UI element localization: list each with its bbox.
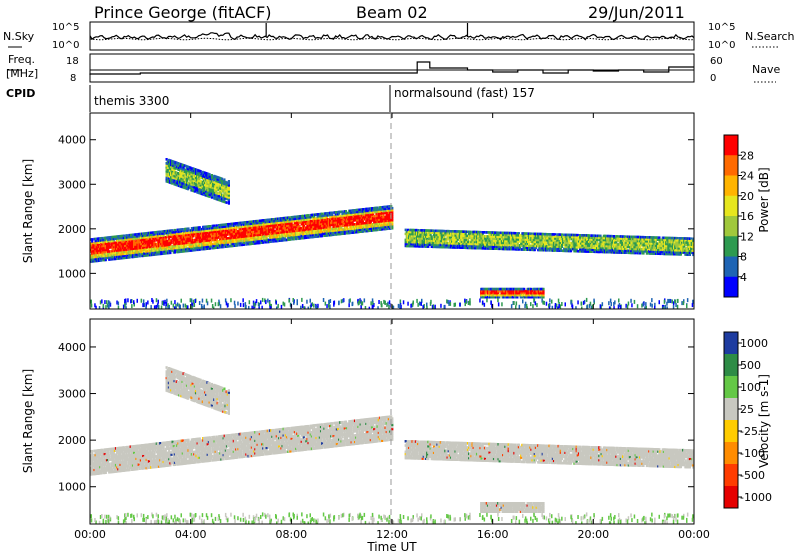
colorbar-tick: 12	[740, 230, 754, 243]
x-tick-label: 16:00	[477, 528, 509, 541]
freq-tick-8: 8	[70, 73, 76, 84]
x-tick-label: 08:00	[275, 528, 307, 541]
date-label: 29/Jun/2011	[588, 3, 685, 22]
colorbar-segment	[724, 398, 738, 421]
colorbar-segment	[724, 256, 738, 278]
x-axis: 00:00 04:00 08:00 12:00 16:00 20:00 00:00	[74, 113, 710, 541]
noise-ytick-low-right: 10^0	[708, 40, 735, 51]
y-tick-label: 2000	[58, 434, 86, 447]
colorbar-segment	[724, 175, 738, 197]
velocity-colorbar-label: Velocity [m s-1]	[757, 374, 771, 468]
colorbar-segment	[724, 155, 738, 176]
freq-tick-18: 18	[66, 56, 79, 67]
y-tick-label: 3000	[58, 388, 86, 401]
nave-line	[89, 61, 694, 75]
colorbar-segment	[724, 276, 738, 298]
freq-label-1: Freq.	[8, 53, 35, 66]
colorbar-segment	[724, 216, 738, 237]
colorbar-tick: -25	[740, 425, 758, 438]
colorbar-segment	[724, 195, 738, 217]
nave-tick-0: 0	[710, 73, 716, 84]
velocity-colorbar: 1000 500 100 25 -25 -100 -500 -1000	[723, 331, 772, 509]
colorbar-tick: 24	[740, 170, 754, 183]
velocity-heatmap	[90, 366, 694, 524]
velocity-y-ticks: 1000 2000 3000 4000	[58, 341, 694, 494]
colorbar-tick: 16	[740, 210, 754, 223]
noise-ytick-low-left: 10^0	[52, 40, 79, 51]
colorbar-tick: -1000	[740, 491, 772, 504]
y-tick-label: 4000	[58, 134, 86, 147]
colorbar-tick: -500	[740, 469, 765, 482]
x-tick-label: 00:00	[678, 528, 710, 541]
y-tick-label: 4000	[58, 341, 86, 354]
y-tick-label: 1000	[58, 267, 86, 280]
chart-title: Prince George (fitACF)	[94, 3, 272, 22]
colorbar-segment	[724, 354, 738, 377]
y-tick-label: 1000	[58, 481, 86, 494]
x-axis-label: Time UT	[366, 540, 417, 554]
power-y-ticks: 1000 2000 3000 4000	[58, 134, 694, 280]
colorbar-tick: 500	[740, 359, 761, 372]
noise-right-label: N.Search	[745, 30, 795, 43]
cpid-mode-1: themis 3300	[94, 94, 169, 108]
colorbar-tick: 8	[740, 251, 747, 264]
noise-left-label: N.Sky	[3, 30, 35, 43]
colorbar-tick: 100	[740, 381, 761, 394]
x-tick-label: 04:00	[175, 528, 207, 541]
colorbar-segment	[724, 332, 738, 355]
colorbar-tick: 4	[740, 271, 747, 284]
power-ylabel: Slant Range [km]	[21, 159, 35, 263]
beam-label: Beam 02	[356, 3, 428, 22]
x-tick-label: 20:00	[577, 528, 609, 541]
colorbar-segment	[724, 236, 738, 257]
noise-sky-line	[89, 23, 695, 41]
colorbar-segment	[724, 464, 738, 487]
colorbar-segment	[724, 442, 738, 465]
power-colorbar-label: Power [dB]	[757, 167, 771, 232]
y-tick-label: 3000	[58, 178, 86, 191]
cpid-mode-2: normalsound (fast) 157	[394, 86, 535, 100]
nave-label: Nave	[752, 63, 780, 76]
colorbar-tick: 25	[740, 403, 754, 416]
noise-ytick-high-left: 10^5	[52, 22, 79, 33]
colorbar-segment	[724, 420, 738, 443]
power-colorbar: 28 24 20 16 12 8 4	[723, 134, 754, 298]
colorbar-tick: 20	[740, 190, 754, 203]
freq-panel	[89, 53, 695, 83]
x-tick-label: 12:00	[376, 528, 408, 541]
colorbar-tick: 28	[740, 149, 754, 162]
velocity-ylabel: Slant Range [km]	[21, 369, 35, 473]
colorbar-tick: 1000	[740, 337, 768, 350]
noise-ytick-high-right: 10^5	[708, 22, 735, 33]
cpid-label: CPID	[6, 87, 35, 100]
colorbar-segment	[724, 486, 738, 509]
colorbar-tick: -100	[740, 447, 765, 460]
power-heatmap	[90, 158, 694, 309]
noise-search-line	[89, 37, 695, 41]
nave-tick-60: 60	[710, 56, 723, 67]
colorbar-segment	[724, 376, 738, 399]
y-tick-label: 2000	[58, 223, 86, 236]
freq-label-2: [MHz]	[6, 67, 38, 80]
colorbar-segment	[724, 135, 738, 156]
x-tick-label: 00:00	[74, 528, 106, 541]
